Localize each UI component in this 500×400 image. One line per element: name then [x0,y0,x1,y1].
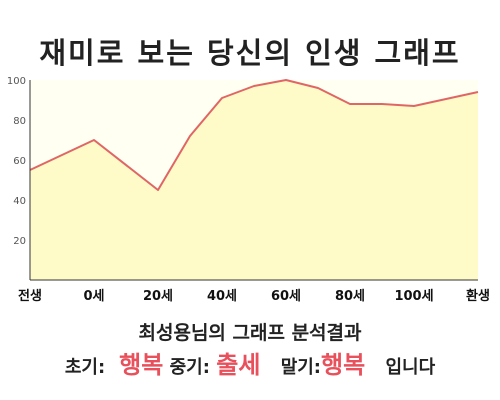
x-tick-label: 0세 [83,289,104,304]
middle-value: 출세 [216,351,261,379]
y-tick-label: 20 [13,236,26,247]
late-label: 말기: [280,357,322,378]
middle-label: 중기: [169,357,210,378]
x-tick-label: 100세 [394,289,433,304]
summary-title: 최성용님의 그래프 분석결과 [138,322,362,344]
y-tick-label: 40 [13,196,26,207]
y-tick-label: 80 [13,116,26,127]
y-tick-label: 60 [13,156,26,167]
y-tick-label: 100 [7,76,26,87]
chart-title: 재미로 보는 당신의 인생 그래프 [39,36,461,70]
x-tick-label: 80세 [335,289,365,304]
x-tick-label: 20세 [143,289,173,304]
x-tick-label: 40세 [207,289,237,304]
early-value: 행복 [119,351,164,379]
ending-text: 입니다 [385,357,436,378]
series-area [30,80,478,280]
late-value: 행복 [321,351,366,379]
series-line [29,79,479,191]
x-tick-label: 환생 [466,288,490,304]
x-tick-label: 60세 [271,289,301,304]
x-tick-label: 전생 [18,288,42,304]
early-label: 초기: [64,357,106,378]
summary-line: 초기: 행복 중기: 출세 말기:행복 입니다 [0,345,500,380]
